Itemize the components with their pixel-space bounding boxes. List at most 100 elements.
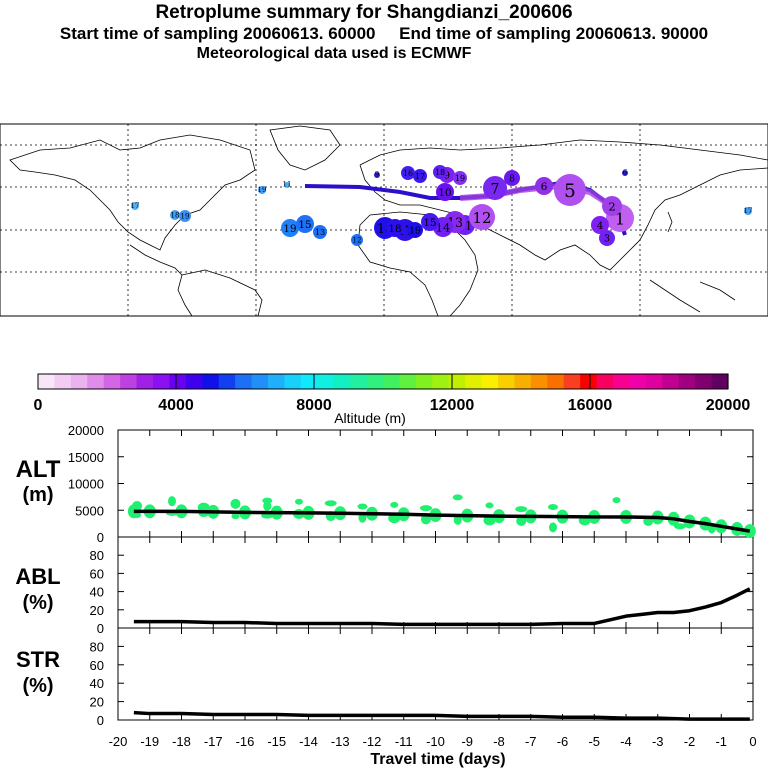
colorbar-swatch [103, 374, 121, 389]
x-axis: -20 -19 -18 -17 -16 -15 -14 -13 -12 -11 -10 -9 -8 -7-… [109, 734, 757, 749]
plume-marker [351, 234, 363, 246]
plume-marker [421, 213, 439, 231]
colorbar-swatch [120, 374, 138, 389]
x-tick-label: -1 [715, 734, 727, 749]
alt-scatter-point [263, 500, 272, 511]
y-tick-label: 80 [90, 639, 104, 654]
plume-marker [535, 177, 553, 195]
colorbar-swatch [613, 374, 631, 389]
x-tick-label: -16 [236, 734, 255, 749]
x-tick-label: -9 [461, 734, 473, 749]
y-tick-label: 60 [90, 566, 104, 581]
start-time-label: Start time of sampling 20060613. 60000 [59, 24, 376, 43]
plume-marker [469, 204, 495, 230]
alt-scatter-point [483, 515, 496, 526]
colorbar-swatch [711, 374, 729, 389]
plume-marker [170, 210, 180, 220]
colorbar-swatch [87, 374, 105, 389]
colorbar-tick-label: 12000 [430, 397, 475, 414]
plume-marker [436, 183, 454, 201]
plume-marker-label: 19 [181, 213, 190, 221]
alt-unit: (m) [22, 484, 53, 506]
colorbar-swatch [465, 374, 483, 389]
x-tick-label: -13 [331, 734, 350, 749]
plume-marker-label: 17 [131, 202, 140, 210]
alt-scatter-point [262, 497, 273, 504]
y-tick-label: 20 [90, 695, 104, 710]
x-tick-label: -10 [426, 734, 445, 749]
plume-marker [401, 166, 415, 180]
x-tick-label: -4 [620, 734, 632, 749]
colorbar-swatch [70, 374, 88, 389]
plume-marker [554, 174, 586, 206]
plume-marker-label: 17 [415, 172, 425, 181]
colorbar-swatch [498, 374, 516, 389]
colorbar-swatch [514, 374, 532, 389]
chart-title: Retroplume summary for Shangdianzi_20060… [155, 2, 573, 23]
x-axis-label: Travel time (days) [370, 751, 505, 768]
abl-panel: 80 60 40 20 0 [90, 537, 754, 636]
world-map: 1234567891011121314151617181916171819191… [0, 123, 768, 317]
str-panel: 80 60 40 20 0 [90, 628, 754, 728]
x-tick-label: -18 [172, 734, 191, 749]
met-data-label: Meteorological data used is ECMWF [196, 45, 472, 62]
x-tick-label: -7 [525, 734, 537, 749]
y-tick-label: 40 [90, 585, 104, 600]
colorbar-swatch [629, 374, 647, 389]
abl-unit: (%) [22, 592, 53, 614]
colorbar-swatch [317, 374, 335, 389]
colorbar-swatch [235, 374, 253, 389]
plume-marker-label: 17 [744, 207, 753, 215]
colorbar-swatch [366, 374, 384, 389]
plume-marker [258, 186, 266, 194]
colorbar-swatch [202, 374, 220, 389]
sampling-times: Start time of sampling 20060613. 60000 E… [0, 24, 768, 44]
plume-marker-label: 18 [388, 223, 401, 235]
colorbar-swatch [481, 374, 499, 389]
colorbar-swatch [333, 374, 351, 389]
plume-marker [313, 225, 327, 239]
y-tick-label: 80 [90, 548, 104, 563]
y-tick-label: 0 [97, 621, 104, 636]
colorbar-title: Altitude (m) [334, 410, 406, 426]
plume-marker-label: 15 [423, 217, 436, 229]
plume-marker-label: 19 [283, 223, 296, 235]
colorbar-swatch [432, 374, 450, 389]
alt-scatter-point [548, 522, 557, 533]
colorbar-tick-label: 20000 [706, 397, 751, 414]
plume-marker-label: 18 [435, 168, 445, 177]
colorbar-swatch [596, 374, 614, 389]
plume-marker [386, 219, 404, 237]
x-tick-label: -12 [363, 734, 382, 749]
colorbar-swatch [251, 374, 269, 389]
colorbar-swatch [383, 374, 401, 389]
plume-marker-label: 1 [615, 209, 625, 228]
alt-scatter-point [231, 513, 240, 520]
plume-marker-label: 9 [375, 170, 379, 178]
alt-scatter-point [516, 515, 527, 526]
colorbar-swatch [153, 374, 171, 389]
x-tick-label: -6 [557, 734, 569, 749]
alt-scatter-point [420, 514, 431, 525]
alt-scatter-point [230, 498, 241, 509]
colorbar-swatch [399, 374, 417, 389]
x-tick-label: -19 [140, 734, 159, 749]
plume-marker-label: 16 [403, 169, 413, 178]
x-tick-label: -2 [684, 734, 696, 749]
plume-marker-label: 2 [608, 200, 615, 214]
plume-marker-label: 19 [409, 226, 421, 237]
colorbar-swatch [645, 374, 663, 389]
colorbar-swatch [268, 374, 286, 389]
y-tick-label: 20 [90, 603, 104, 618]
plume-marker [591, 216, 609, 234]
series-line [133, 710, 750, 721]
series-line [133, 509, 751, 533]
alt-scatter-point [452, 494, 463, 501]
y-tick-label: 40 [90, 676, 104, 691]
plume-marker [374, 172, 380, 178]
plume-marker [744, 207, 752, 215]
x-tick-label: -3 [652, 734, 664, 749]
plume-marker [602, 196, 622, 216]
colorbar-swatch [662, 374, 680, 389]
